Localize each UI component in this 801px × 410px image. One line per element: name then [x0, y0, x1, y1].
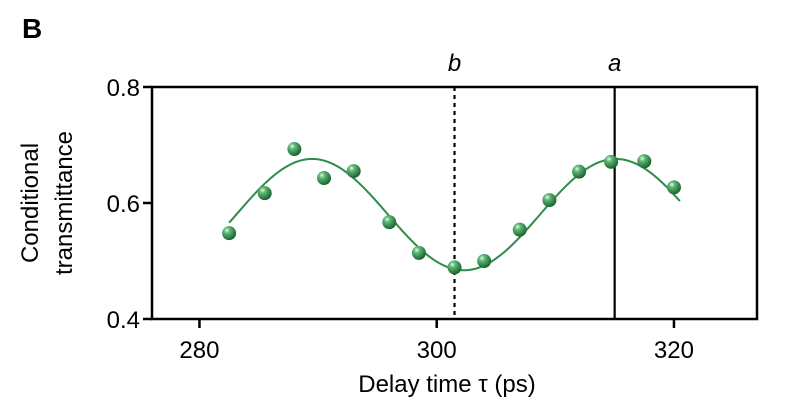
data-point [604, 154, 619, 169]
data-point [447, 260, 462, 275]
data-point [512, 222, 527, 237]
data-point [572, 164, 587, 179]
data-point [637, 154, 652, 169]
y-tick-label: 0.6 [107, 191, 140, 218]
y-axis: 0.4 0.6 0.8 [107, 75, 152, 334]
panel-label: B [22, 13, 42, 44]
data-point [257, 186, 272, 201]
y-axis-label-line-2: transmittance [51, 131, 78, 275]
x-tick-label: 300 [417, 337, 457, 364]
data-point [222, 226, 237, 241]
y-axis-label-line-1: Conditional [17, 143, 44, 263]
x-axis-label: Delay time τ (ps) [358, 371, 536, 398]
data-point [542, 193, 557, 208]
data-point [382, 215, 397, 230]
data-points [222, 142, 681, 275]
data-point [411, 245, 426, 260]
data-point [287, 142, 302, 157]
data-point [666, 180, 681, 195]
x-tick-label: 320 [654, 337, 694, 364]
marker-label-b: b [448, 50, 461, 77]
data-point [317, 171, 332, 186]
data-point [477, 254, 492, 268]
data-point [346, 164, 361, 179]
marker-label-a: a [608, 50, 621, 77]
y-tick-label: 0.4 [107, 307, 140, 334]
y-tick-label: 0.8 [107, 75, 140, 102]
x-axis: 280 300 320 [179, 319, 694, 364]
x-tick-label: 280 [179, 337, 219, 364]
